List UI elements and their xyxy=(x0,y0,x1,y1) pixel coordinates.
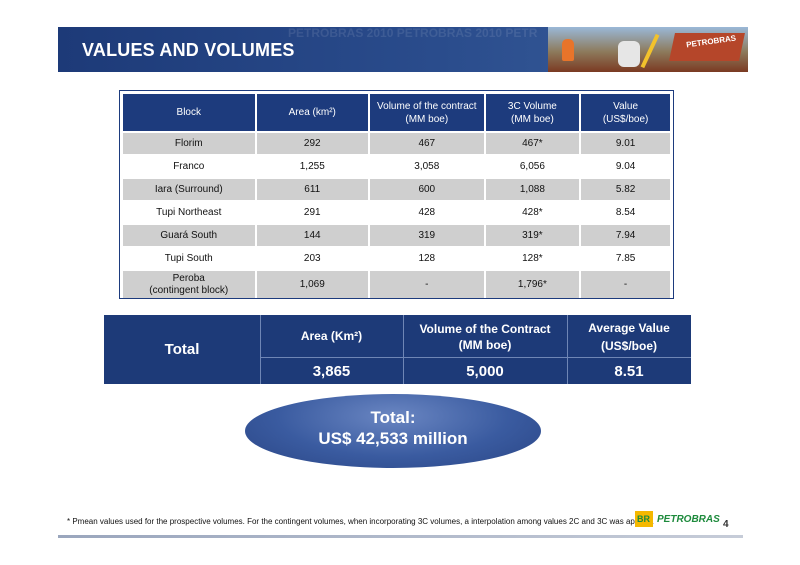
br-logo-mark: BR xyxy=(637,514,650,524)
totals-value-header-line1: Average Value xyxy=(588,321,670,335)
grand-total-amount: US$ 42,533 million xyxy=(318,429,468,448)
cell-block: Guará South xyxy=(121,223,257,248)
totals-panel: Total Area (Km²) Volume of the Contract … xyxy=(104,315,691,384)
table-row: Tupi Northeast 291 428 428* 8.54 xyxy=(121,200,672,225)
cell-value: 5.82 xyxy=(579,177,672,202)
cell-3c-volume: 6,056 xyxy=(483,154,582,179)
footer-divider xyxy=(58,535,743,538)
logo-wordmark: PETROBRAS xyxy=(657,514,720,525)
totals-divider xyxy=(260,315,261,384)
cell-volume: - xyxy=(368,269,486,300)
totals-area-header: Area (Km²) xyxy=(260,329,403,343)
cell-value: 9.04 xyxy=(579,154,672,179)
cell-value: 7.85 xyxy=(579,246,672,271)
cell-block: Florim xyxy=(121,131,257,156)
slide-title: VALUES AND VOLUMES xyxy=(82,40,295,60)
cell-volume: 467 xyxy=(368,131,486,156)
crane-arm xyxy=(640,33,660,69)
col-header-3c-volume: 3C Volume (MM boe) xyxy=(483,92,582,133)
cell-3c-volume: 128* xyxy=(483,246,582,271)
table-row: Peroba (contingent block) 1,069 - 1,796*… xyxy=(121,269,672,300)
cell-area: 292 xyxy=(254,131,371,156)
totals-volume-header: Volume of the Contract (MM boe) xyxy=(403,321,567,353)
cell-volume: 428 xyxy=(368,200,486,225)
totals-volume-header-line1: Volume of the Contract xyxy=(419,322,551,336)
cell-3c-volume: 467* xyxy=(483,131,582,156)
cell-area: 203 xyxy=(254,246,371,271)
cell-block: Peroba (contingent block) xyxy=(121,269,257,300)
table-row: Guará South 144 319 319* 7.94 xyxy=(121,223,672,248)
cell-value: 8.54 xyxy=(579,200,672,225)
br-logo-icon: BR xyxy=(635,511,653,527)
slide-header-banner: PETROBRAS 2010 PETROBRAS 2010 PETROBRAS … xyxy=(58,27,748,72)
cell-block: Tupi Northeast xyxy=(121,200,257,225)
footnote: * Pmean values used for the prospective … xyxy=(67,517,654,526)
col-header-area: Area (km²) xyxy=(254,92,371,133)
blocks-table: Block Area (km²) Volume of the contract … xyxy=(121,92,672,300)
col-header-block: Block xyxy=(121,92,257,133)
cell-area: 1,069 xyxy=(254,269,371,300)
table-row: Tupi South 203 128 128* 7.85 xyxy=(121,246,672,271)
blocks-table-header-row: Block Area (km²) Volume of the contract … xyxy=(121,92,672,133)
cell-volume: 128 xyxy=(368,246,486,271)
totals-label: Total xyxy=(164,341,200,358)
cell-block: Tupi South xyxy=(121,246,257,271)
grand-total-label: Total: xyxy=(370,408,416,427)
totals-value-header: Average Value (US$/boe) xyxy=(567,319,691,355)
totals-value-header-line2: (US$/boe) xyxy=(600,339,657,353)
cell-3c-volume: 1,088 xyxy=(483,177,582,202)
header-watermark: PETROBRAS 2010 PETROBRAS 2010 PETROBRAS xyxy=(288,27,538,40)
cell-volume: 3,058 xyxy=(368,154,486,179)
cell-3c-volume: 1,796* xyxy=(483,269,582,300)
cell-block: Iara (Surround) xyxy=(121,177,257,202)
table-row: Florim 292 467 467* 9.01 xyxy=(121,131,672,156)
cell-volume: 319 xyxy=(368,223,486,248)
col-header-volume-contract: Volume of the contract (MM boe) xyxy=(368,92,486,133)
cell-block: Franco xyxy=(121,154,257,179)
cell-area: 611 xyxy=(254,177,371,202)
cell-value: - xyxy=(579,269,672,300)
totals-divider xyxy=(403,315,404,384)
cell-area: 291 xyxy=(254,200,371,225)
totals-avg-value: 8.51 xyxy=(614,363,644,380)
totals-area-header-text: Area (Km²) xyxy=(300,329,363,343)
totals-volume-value: 5,000 xyxy=(466,363,504,380)
cell-value: 7.94 xyxy=(579,223,672,248)
page-number: 4 xyxy=(723,519,729,530)
totals-divider xyxy=(260,357,691,358)
totals-divider xyxy=(567,315,568,384)
cell-value: 9.01 xyxy=(579,131,672,156)
cell-area: 144 xyxy=(254,223,371,248)
table-row: Iara (Surround) 611 600 1,088 5.82 xyxy=(121,177,672,202)
cell-area: 1,255 xyxy=(254,154,371,179)
cell-3c-volume: 428* xyxy=(483,200,582,225)
storage-tank xyxy=(618,41,640,67)
cell-volume: 600 xyxy=(368,177,486,202)
header-photo-collage: PETROBRAS xyxy=(548,27,748,72)
col-header-value: Value (US$/boe) xyxy=(579,92,672,133)
totals-volume-header-line2: (MM boe) xyxy=(458,338,512,352)
totals-area-value: 3,865 xyxy=(312,363,351,380)
grand-total-ellipse: Total: US$ 42,533 million xyxy=(245,394,541,468)
cell-3c-volume: 319* xyxy=(483,223,582,248)
table-row: Franco 1,255 3,058 6,056 9.04 xyxy=(121,154,672,179)
worker-figure xyxy=(562,39,574,61)
